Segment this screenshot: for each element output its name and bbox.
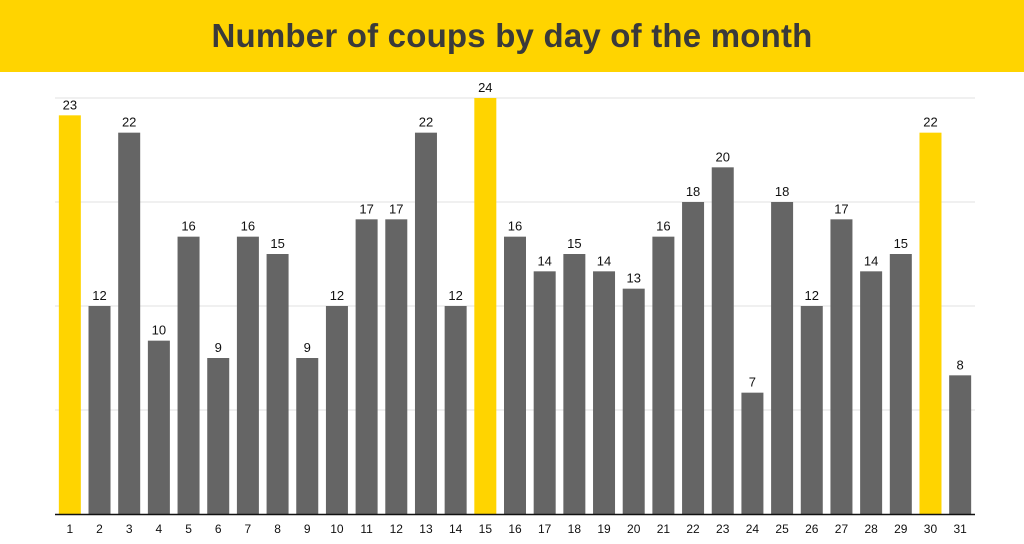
x-tick-label-19: 19 [597,522,611,536]
chart-title: Number of coups by day of the month [211,17,813,54]
data-label-day-8: 15 [270,236,284,251]
bar-day-13 [414,132,437,514]
bar-day-10 [325,306,348,514]
bar-day-28 [860,271,883,514]
data-label-day-24: 7 [749,375,756,390]
bar-day-8 [266,254,289,514]
bar-day-9 [296,358,319,514]
x-tick-label-25: 25 [775,522,789,536]
data-label-day-27: 17 [834,201,848,216]
x-tick-label-12: 12 [390,522,404,536]
x-tick-label-20: 20 [627,522,641,536]
data-label-day-10: 12 [330,288,344,303]
data-label-day-4: 10 [152,323,166,338]
bar-day-7 [236,236,259,514]
x-tick-label-22: 22 [686,522,700,536]
x-tick-label-7: 7 [245,522,252,536]
data-label-day-25: 18 [775,184,789,199]
bar-day-30 [919,132,942,514]
data-label-day-19: 14 [597,253,611,268]
bar-day-3 [118,132,141,514]
data-label-day-5: 16 [181,219,195,234]
bar-day-24 [741,392,764,514]
data-label-day-12: 17 [389,201,403,216]
x-tick-label-8: 8 [274,522,281,536]
data-label-day-13: 22 [419,115,433,130]
bar-day-17 [533,271,556,514]
x-tick-label-26: 26 [805,522,819,536]
x-tick-label-3: 3 [126,522,133,536]
data-label-day-29: 15 [894,236,908,251]
bar-day-4 [147,340,170,514]
data-label-day-9: 9 [304,340,311,355]
data-label-day-31: 8 [957,357,964,372]
bar-day-11 [355,219,378,515]
x-tick-label-21: 21 [657,522,671,536]
bar-day-14 [444,306,467,514]
bar-day-1 [58,115,81,515]
bar-day-29 [889,254,912,514]
data-label-day-21: 16 [656,219,670,234]
x-tick-label-23: 23 [716,522,730,536]
bar-day-25 [771,202,794,514]
data-label-day-16: 16 [508,219,522,234]
x-tick-label-1: 1 [66,522,73,536]
data-label-day-7: 16 [241,219,255,234]
x-tick-label-2: 2 [96,522,103,536]
x-tick-label-6: 6 [215,522,222,536]
data-label-day-23: 20 [716,149,730,164]
bar-day-6 [207,358,230,514]
bar-day-15 [474,98,497,514]
bar-day-18 [563,254,586,514]
data-label-day-11: 17 [359,201,373,216]
x-tick-label-17: 17 [538,522,552,536]
data-label-day-14: 12 [448,288,462,303]
x-tick-label-29: 29 [894,522,908,536]
bar-day-27 [830,219,853,515]
bar-day-5 [177,236,200,514]
data-labels: 23 12 22 10 16 9 16 15 9 12 17 17 22 12 24 16 14 15 14 13 16… [63,80,964,390]
x-tick-label-14: 14 [449,522,463,536]
data-label-day-22: 18 [686,184,700,199]
x-tick-label-28: 28 [864,522,878,536]
bar-day-20 [622,288,645,514]
x-tick-label-11: 11 [360,522,373,536]
bar-day-21 [652,236,675,514]
data-label-day-18: 15 [567,236,581,251]
x-tick-label-24: 24 [746,522,760,536]
bar-day-19 [593,271,616,514]
data-label-day-30: 22 [923,115,937,130]
data-label-day-6: 9 [215,340,222,355]
x-tick-label-27: 27 [835,522,849,536]
data-label-day-28: 14 [864,253,878,268]
x-tick-label-15: 15 [479,522,493,536]
data-label-day-15: 24 [478,80,492,95]
data-label-day-3: 22 [122,115,136,130]
bars [58,98,972,515]
x-tick-label-13: 13 [419,522,433,536]
data-label-day-1: 23 [63,97,77,112]
x-tick-labels: 1 2 3 4 5 6 7 8 9 10 11 12 13 14 15 16 17 18 19 20 21 22 23 24 2… [66,522,967,536]
bar-day-23 [711,167,734,514]
bar-day-31 [949,375,972,514]
bar-day-26 [800,306,823,514]
title-bar: Number of coups by day of the month [0,0,1024,72]
bar-day-16 [504,236,526,514]
data-label-day-26: 12 [805,288,819,303]
data-label-day-20: 13 [626,271,640,286]
x-tick-label-5: 5 [185,522,192,536]
x-tick-label-30: 30 [924,522,938,536]
data-label-day-2: 12 [92,288,106,303]
x-tick-label-9: 9 [304,522,311,536]
x-tick-label-18: 18 [568,522,582,536]
bar-day-22 [682,202,705,514]
x-tick-label-10: 10 [330,522,344,536]
x-tick-label-16: 16 [508,522,522,536]
data-label-day-17: 14 [537,253,551,268]
x-tick-label-4: 4 [156,522,163,536]
bar-day-12 [385,219,408,515]
x-tick-label-31: 31 [953,522,967,536]
bar-day-2 [88,306,111,514]
